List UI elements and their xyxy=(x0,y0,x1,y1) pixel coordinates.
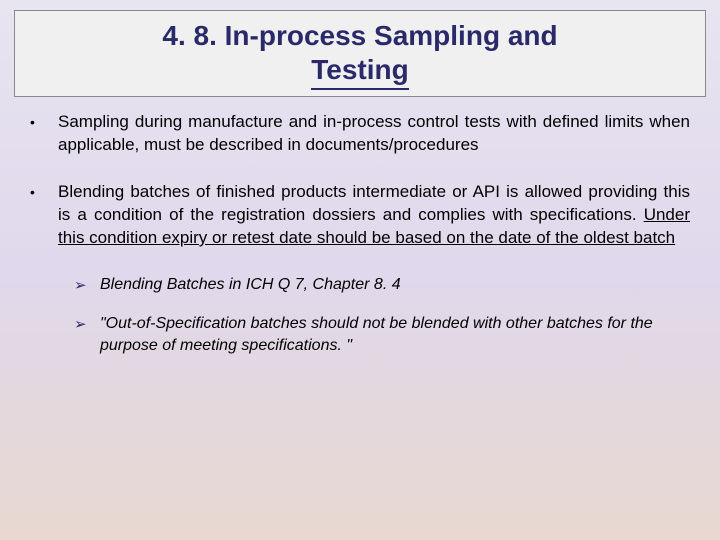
title-line1: 4. 8. In-process Sampling and xyxy=(162,20,557,51)
sub-bullet-text: Blending Batches in ICH Q 7, Chapter 8. … xyxy=(100,274,690,296)
bullet-text: Sampling during manufacture and in-proce… xyxy=(58,111,690,157)
title-text: 4. 8. In-process Sampling and Testing xyxy=(27,19,693,90)
bullet-before: Sampling during manufacture and in-proce… xyxy=(58,112,690,154)
sub-bullet-list: ➢ Blending Batches in ICH Q 7, Chapter 8… xyxy=(74,274,690,357)
chevron-icon: ➢ xyxy=(74,313,100,356)
sub-bullet-item: ➢ "Out-of-Specification batches should n… xyxy=(74,313,690,356)
title-box: 4. 8. In-process Sampling and Testing xyxy=(14,10,706,97)
content-area: • Sampling during manufacture and in-pro… xyxy=(14,111,706,356)
bullet-item: • Blending batches of finished products … xyxy=(30,181,690,250)
sub-bullet-item: ➢ Blending Batches in ICH Q 7, Chapter 8… xyxy=(74,274,690,296)
chevron-icon: ➢ xyxy=(74,274,100,296)
bullet-marker: • xyxy=(30,181,58,250)
bullet-text: Blending batches of finished products in… xyxy=(58,181,690,250)
slide: 4. 8. In-process Sampling and Testing • … xyxy=(0,0,720,540)
title-line2: Testing xyxy=(311,53,408,91)
bullet-before: Blending batches of finished products in… xyxy=(58,182,690,224)
sub-bullet-text: "Out-of-Specification batches should not… xyxy=(100,313,690,356)
bullet-item: • Sampling during manufacture and in-pro… xyxy=(30,111,690,157)
bullet-marker: • xyxy=(30,111,58,157)
